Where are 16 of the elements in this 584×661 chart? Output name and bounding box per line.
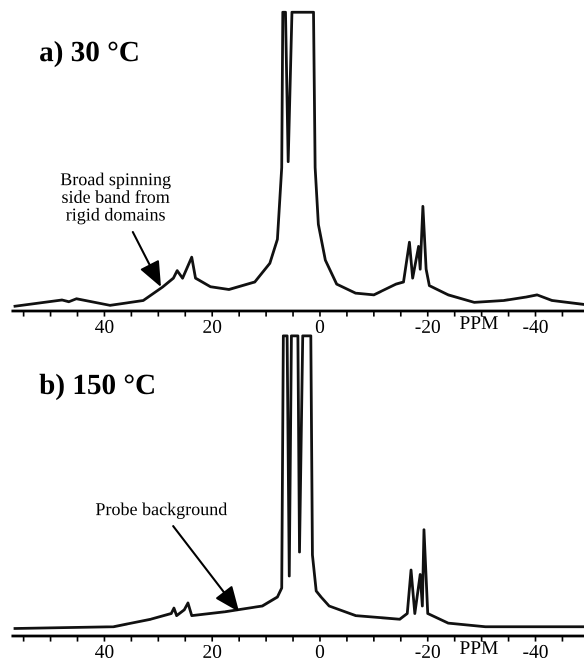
text: b) 150 °C — [39, 374, 154, 400]
x-tick-label: 0 — [316, 320, 324, 334]
x-axis-title: PPM — [460, 316, 498, 329]
x-tick-label: 20 — [203, 644, 222, 658]
x-tick-label: -40 — [523, 644, 548, 658]
annotation: Probe background — [96, 502, 228, 519]
annotation: Broad spinning side band from rigid domains — [60, 172, 171, 224]
x-axis-title: PPM — [460, 641, 498, 654]
x-tick-label: 0 — [316, 644, 324, 658]
x-tick-label: -20 — [416, 644, 440, 658]
x-tick-label: -40 — [523, 320, 548, 334]
text: a) 30 °C — [40, 40, 138, 68]
x-tick-label: -20 — [416, 320, 440, 334]
x-tick-label: 20 — [203, 320, 222, 334]
x-tick-label: 40 — [95, 320, 114, 334]
x-tick-label: 40 — [95, 644, 114, 658]
